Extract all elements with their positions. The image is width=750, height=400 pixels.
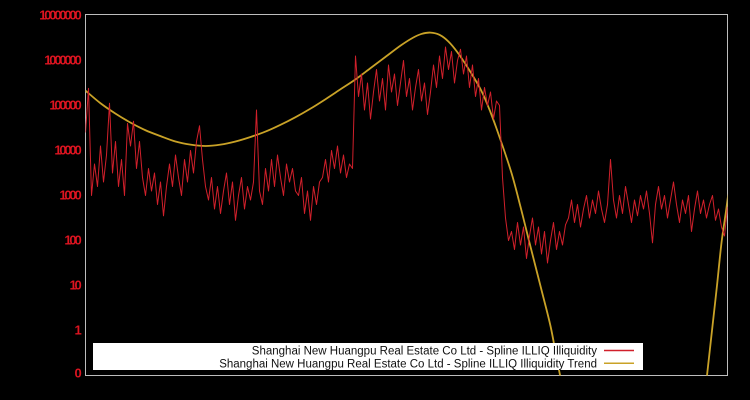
legend-label: Shanghai New Huangpu Real Estate Co Ltd … — [219, 358, 597, 370]
y-axis-tick-label: 0 — [74, 365, 81, 380]
y-axis-tick-label: 10000000 — [39, 8, 81, 23]
series-illiq-line — [85, 46, 728, 264]
y-axis-tick-label: 1000000 — [44, 53, 81, 68]
y-axis-tick-label: 100 — [64, 233, 81, 248]
legend-box — [93, 343, 643, 370]
y-axis-tick-label: 1000 — [59, 188, 81, 203]
y-axis-tick-label: 1 — [74, 323, 81, 338]
series-trend-line — [85, 31, 562, 376]
series-trend-line — [706, 193, 728, 376]
legend-label: Shanghai New Huangpu Real Estate Co Ltd … — [252, 346, 597, 358]
y-axis-tick-label: 100000 — [49, 98, 81, 113]
y-axis-tick-label: 10000 — [54, 143, 81, 158]
